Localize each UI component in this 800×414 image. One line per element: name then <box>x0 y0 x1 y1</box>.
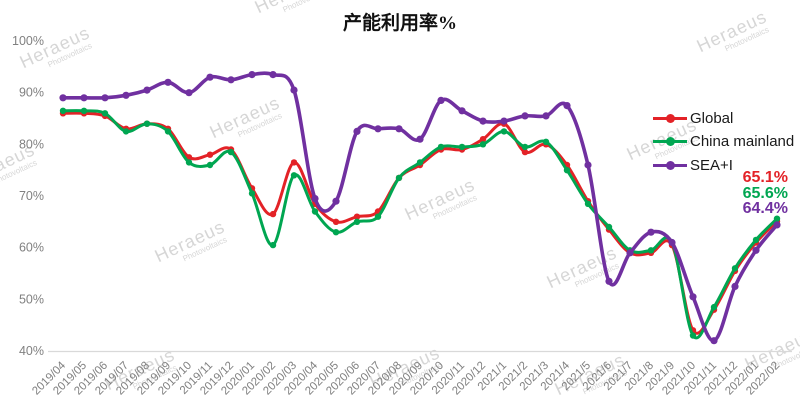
data-point-marker-china-mainland <box>353 218 361 225</box>
data-point-marker-sea-i <box>689 293 697 301</box>
data-point-marker-china-mainland <box>521 143 529 151</box>
data-point-marker-sea-i <box>80 94 88 102</box>
data-point-marker-sea-i <box>416 135 424 143</box>
legend-item-china-mainland[interactable]: China mainland <box>653 132 795 150</box>
data-point-marker-sea-i <box>143 86 151 94</box>
data-point-marker-sea-i <box>59 94 67 102</box>
y-tick-label: 90% <box>19 86 44 100</box>
data-point-marker-sea-i <box>584 161 592 169</box>
data-point-marker-china-mainland <box>269 241 277 249</box>
data-point-marker-china-mainland <box>122 128 130 135</box>
data-point-marker-china-mainland <box>647 247 655 254</box>
legend-item-sea-i[interactable]: SEA+I <box>653 156 733 174</box>
legend-item-global[interactable]: Global <box>653 109 734 127</box>
data-point-marker-sea-i <box>122 91 130 99</box>
data-point-marker-sea-i <box>374 125 382 133</box>
legend-label: China mainland <box>690 132 795 150</box>
data-point-marker-china-mainland <box>164 128 172 135</box>
data-point-marker-china-mainland <box>206 161 214 169</box>
data-point-marker-sea-i <box>647 228 655 236</box>
y-tick-label: 80% <box>19 137 44 151</box>
data-point-marker-china-mainland <box>143 120 151 127</box>
data-point-marker-china-mainland <box>395 174 403 182</box>
data-point-marker-sea-i <box>185 89 193 97</box>
data-point-marker-sea-i <box>206 73 214 81</box>
data-point-marker-sea-i <box>500 117 508 125</box>
data-point-marker-sea-i <box>626 249 634 257</box>
data-point-marker-china-mainland <box>437 143 445 151</box>
data-point-marker-china-mainland <box>416 159 424 166</box>
data-point-marker-china-mainland <box>227 148 235 156</box>
latest-value-global: 65.1% <box>742 169 788 186</box>
data-point-marker-china-mainland <box>689 332 697 339</box>
data-point-marker-sea-i <box>332 197 340 205</box>
data-point-marker-china-mainland <box>458 143 466 151</box>
data-point-marker-sea-i <box>353 127 361 135</box>
data-point-marker-sea-i <box>164 78 172 86</box>
data-point-marker-sea-i <box>773 221 781 229</box>
data-point-marker-china-mainland <box>80 107 88 115</box>
data-point-marker-china-mainland <box>185 159 193 166</box>
data-point-marker-sea-i <box>311 195 319 203</box>
data-point-marker-sea-i <box>290 86 298 94</box>
latest-value-china-mainland: 65.6% <box>742 184 788 202</box>
data-point-marker-global <box>332 218 340 225</box>
data-point-marker-sea-i <box>752 246 760 254</box>
data-point-marker-china-mainland <box>290 172 298 179</box>
y-tick-label: 60% <box>19 241 44 255</box>
data-point-marker-china-mainland <box>59 107 67 115</box>
data-point-marker-china-mainland <box>479 141 487 148</box>
data-point-marker-china-mainland <box>710 303 718 311</box>
data-point-marker-china-mainland <box>605 223 613 231</box>
latest-value-sea-i: 64.4% <box>742 200 788 217</box>
data-point-marker-sea-i <box>710 337 718 345</box>
data-point-marker-china-mainland <box>542 138 550 145</box>
data-point-marker-china-mainland <box>500 128 508 135</box>
data-point-marker-sea-i <box>605 277 613 285</box>
data-point-marker-china-mainland <box>248 190 256 197</box>
data-point-marker-global <box>353 213 361 220</box>
data-point-marker-sea-i <box>227 76 235 84</box>
data-point-marker-global <box>479 136 487 143</box>
legend-label: Global <box>690 109 734 127</box>
data-point-marker-china-mainland <box>773 215 781 222</box>
y-tick-label: 50% <box>19 292 44 306</box>
data-point-marker-global <box>206 151 214 158</box>
data-point-marker-global <box>290 159 298 166</box>
data-point-marker-sea-i <box>395 125 403 133</box>
data-point-marker-global <box>521 148 529 156</box>
data-point-marker-sea-i <box>437 96 445 104</box>
data-point-marker-sea-i <box>542 112 550 120</box>
y-tick-label: 100% <box>12 34 44 48</box>
data-point-marker-global <box>269 210 277 218</box>
data-point-marker-china-mainland <box>563 167 571 174</box>
data-point-marker-sea-i <box>563 102 571 110</box>
data-point-marker-sea-i <box>269 71 277 79</box>
data-point-marker-sea-i <box>458 107 466 115</box>
data-point-marker-sea-i <box>101 94 109 102</box>
legend-line-marker-icon <box>653 136 687 146</box>
data-point-marker-sea-i <box>731 282 739 290</box>
chart-title[interactable]: 产能利用率% <box>342 13 457 34</box>
data-point-marker-china-mainland <box>374 213 382 220</box>
data-point-marker-china-mainland <box>332 229 340 236</box>
data-point-marker-china-mainland <box>752 236 760 244</box>
y-tick-label: 40% <box>19 344 44 358</box>
y-tick-label: 70% <box>19 189 44 203</box>
data-point-marker-china-mainland <box>101 110 109 117</box>
legend-line-marker-icon <box>653 160 687 170</box>
data-point-marker-china-mainland <box>731 265 739 272</box>
latest-value-labels: 65.1% 65.6% 64.4% <box>743 170 788 217</box>
data-point-marker-sea-i <box>479 117 487 125</box>
data-point-marker-sea-i <box>668 238 676 247</box>
legend-line-marker-icon <box>653 113 687 123</box>
legend-label: SEA+I <box>690 156 733 174</box>
data-point-marker-sea-i <box>248 71 256 79</box>
data-point-marker-china-mainland <box>311 208 319 215</box>
data-point-marker-china-mainland <box>584 200 592 207</box>
data-point-marker-sea-i <box>521 112 529 120</box>
